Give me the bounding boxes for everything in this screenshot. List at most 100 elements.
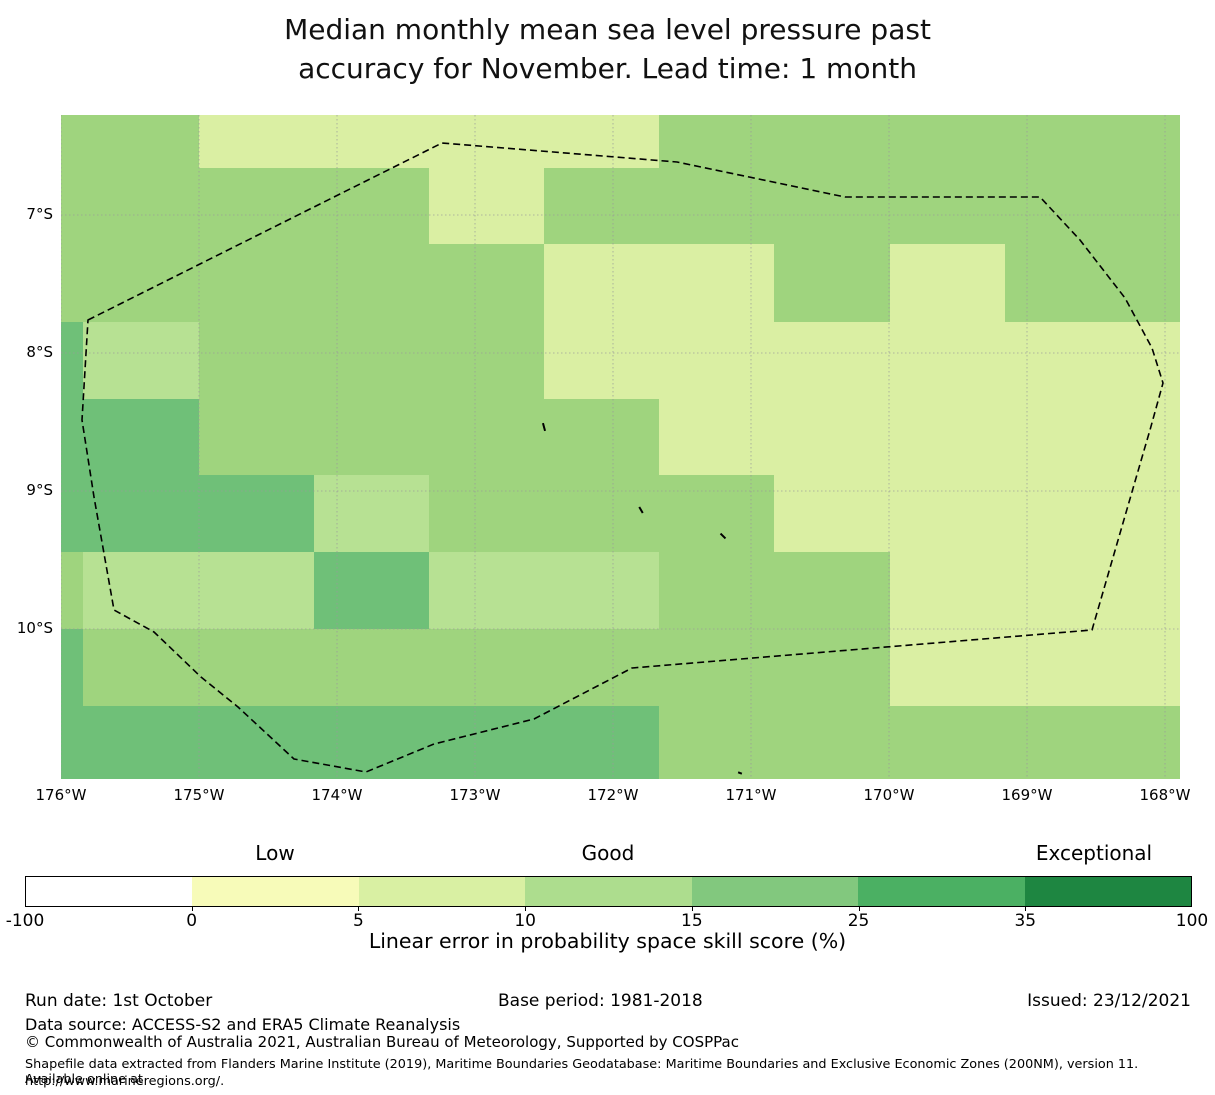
heatmap-cell	[429, 399, 544, 475]
heatmap-cell	[1120, 706, 1180, 779]
heatmap-cell	[889, 168, 1005, 244]
heatmap-cell	[889, 399, 1005, 475]
heatmap-cell	[889, 629, 1005, 706]
eez-boundary-dashed-outline	[81, 142, 1164, 773]
heatmap-cell	[1005, 706, 1120, 779]
colorbar-category-label: Low	[255, 841, 295, 865]
heatmap-cell	[1005, 552, 1120, 629]
x-tick-label: 168°W	[1139, 786, 1191, 804]
heatmap-cell	[774, 115, 890, 168]
colorbar-tick-label: 25	[847, 911, 870, 931]
heatmap-cell	[198, 475, 314, 552]
colorbar-tick-mark	[1025, 907, 1027, 911]
heatmap-cell	[1120, 629, 1180, 706]
heatmap-cell	[61, 322, 83, 399]
heatmap-cell	[659, 244, 774, 322]
heatmap-cell	[544, 475, 659, 552]
heatmap-cell	[544, 399, 659, 475]
heatmap-cell	[429, 475, 544, 552]
x-tick-label: 171°W	[725, 786, 777, 804]
heatmap-cell	[544, 168, 659, 244]
heatmap-cell	[889, 552, 1005, 629]
heatmap-cell	[83, 629, 199, 706]
x-tick-label: 169°W	[1001, 786, 1053, 804]
heatmap-cell	[83, 322, 199, 399]
shapefile-attribution-line2: http://www.marineregions.org/.	[25, 1074, 225, 1089]
heatmap-cell	[429, 629, 544, 706]
heatmap-cell	[61, 706, 83, 779]
heatmap-cell	[774, 629, 890, 706]
heatmap-cell	[1005, 168, 1120, 244]
heatmap-cell	[83, 168, 199, 244]
heatmap-cell	[83, 244, 199, 322]
shapefile-attribution-line1: Shapefile data extracted from Flanders M…	[25, 1057, 1139, 1087]
heatmap-cell	[314, 629, 429, 706]
heatmap-cell	[61, 168, 83, 244]
heatmap-cell	[198, 706, 314, 779]
heatmap-cell	[314, 168, 429, 244]
heatmap-cell	[198, 168, 314, 244]
run-date-text: Run date: 1st October	[25, 991, 213, 1011]
skill-score-map	[61, 115, 1180, 779]
colorbar-segment	[691, 877, 859, 906]
heatmap-cell	[1120, 115, 1180, 168]
heatmap-cell	[774, 322, 890, 399]
colorbar-tick-label: 35	[1014, 911, 1037, 931]
heatmap-cell	[314, 322, 429, 399]
heatmap-cell	[1120, 168, 1180, 244]
colorbar-tick-mark	[525, 907, 527, 911]
heatmap-cell	[83, 115, 199, 168]
colorbar-axis-label: Linear error in probability space skill …	[368, 929, 847, 953]
colorbar-segment	[358, 877, 526, 906]
data-source-text: Data source: ACCESS-S2 and ERA5 Climate …	[25, 1015, 461, 1034]
heatmap-cell	[889, 115, 1005, 168]
heatmap-cell	[198, 552, 314, 629]
island-mark	[737, 771, 743, 775]
x-tick-label: 174°W	[311, 786, 363, 804]
heatmap-cell	[1120, 244, 1180, 322]
heatmap-cell	[1120, 552, 1180, 629]
heatmap-cell	[544, 244, 659, 322]
heatmap-cell	[198, 115, 314, 168]
colorbar-tick-mark	[358, 907, 360, 911]
heatmap-cell	[61, 552, 83, 629]
y-tick-label: 9°S	[26, 481, 53, 499]
heatmap-cell	[889, 706, 1005, 779]
y-tick-label: 10°S	[16, 619, 53, 637]
heatmap-cell	[544, 629, 659, 706]
colorbar-tick-mark	[858, 907, 860, 911]
heatmap-cell	[659, 399, 774, 475]
heatmap-cell	[198, 322, 314, 399]
heatmap-cell	[659, 322, 774, 399]
base-period-text: Base period: 1981-2018	[498, 991, 703, 1011]
heatmap-cell	[61, 399, 83, 475]
heatmap-cell	[544, 552, 659, 629]
colorbar-segment	[1024, 877, 1191, 906]
heatmap-cell	[83, 706, 199, 779]
issued-date-text: Issued: 23/12/2021	[1027, 991, 1191, 1011]
map-overlay	[61, 115, 1180, 779]
heatmap-cell	[774, 168, 890, 244]
heatmap-cell	[1005, 629, 1120, 706]
heatmap-cell	[1005, 115, 1120, 168]
heatmap-cell	[774, 244, 890, 322]
heatmap-cell	[544, 706, 659, 779]
colorbar-tick-mark	[191, 907, 193, 911]
heatmap-cell	[774, 475, 890, 552]
heatmap-cell	[1120, 475, 1180, 552]
heatmap-cell	[659, 552, 774, 629]
heatmap-cell	[429, 244, 544, 322]
island-mark	[638, 506, 644, 514]
heatmap-cell	[198, 399, 314, 475]
heatmap-cell	[1120, 322, 1180, 399]
chart-title-line2: accuracy for November. Lead time: 1 mont…	[298, 52, 917, 85]
heatmap-cell	[659, 629, 774, 706]
colorbar-segment	[26, 877, 193, 906]
chart-title-line1: Median monthly mean sea level pressure p…	[284, 13, 931, 46]
island-coastline-marks	[541, 422, 743, 775]
heatmap-cell	[774, 706, 890, 779]
heatmap-cell	[1005, 244, 1120, 322]
heatmap-cell	[314, 399, 429, 475]
heatmap-cell	[61, 629, 83, 706]
